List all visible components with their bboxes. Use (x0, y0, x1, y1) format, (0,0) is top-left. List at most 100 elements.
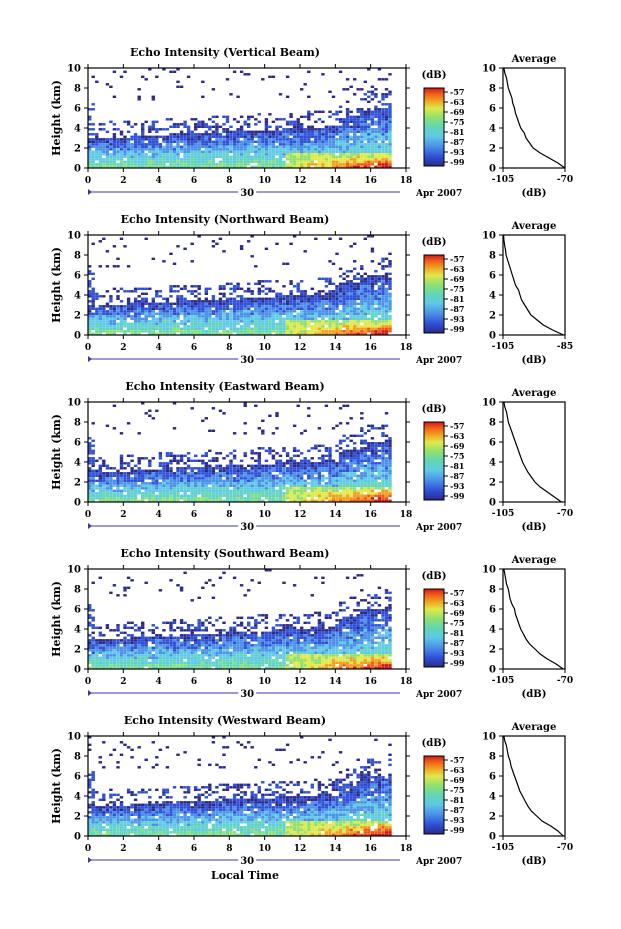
heatmap-cell (321, 317, 325, 320)
heatmap-cell (172, 497, 177, 500)
chart-title: Echo Intensity (Southward Beam) (121, 547, 330, 560)
heatmap-cell (225, 135, 230, 138)
heatmap-cell (190, 487, 194, 490)
heatmap-cell (172, 163, 177, 166)
heatmap-cell (349, 158, 353, 161)
heatmap-cell (176, 285, 180, 288)
heatmap-cell (232, 165, 237, 168)
heatmap-cell (155, 469, 159, 472)
heatmap-cell (360, 499, 364, 502)
heatmap-cell (261, 469, 265, 472)
heatmap-cell (314, 295, 318, 298)
heatmap-cell (183, 150, 187, 153)
heatmap-cell (179, 467, 184, 470)
heatmap-cell (377, 280, 382, 283)
heatmap-cell (342, 472, 346, 475)
heatmap-cell (141, 297, 145, 300)
heatmap-cell (98, 325, 102, 328)
heatmap-cell (353, 115, 357, 118)
heatmap-cell (300, 115, 304, 118)
heatmap-cell (179, 482, 184, 485)
heatmap-cell (374, 295, 378, 298)
heatmap-cell (310, 307, 314, 310)
heatmap-cell (370, 163, 375, 166)
heatmap-cell (342, 487, 346, 490)
heatmap-cell (331, 459, 336, 462)
heatmap-cell (105, 310, 110, 313)
heatmap-cell (229, 302, 233, 305)
heatmap-cell (384, 128, 389, 131)
heatmap-cell (328, 153, 332, 156)
heatmap-cell (239, 330, 244, 333)
heatmap-cell (356, 295, 360, 298)
heatmap-cell (292, 158, 297, 161)
heatmap-cell (374, 110, 378, 113)
heatmap-cell (215, 452, 219, 455)
heatmap-cell (335, 315, 339, 318)
heatmap-cell (384, 439, 389, 442)
heatmap-cell (388, 120, 392, 123)
heatmap-cell (130, 330, 134, 333)
heatmap-cell (179, 312, 184, 315)
heatmap-cell (324, 312, 329, 315)
heatmap-cell (229, 143, 233, 146)
heatmap-cell (222, 285, 226, 288)
heatmap-cell (119, 305, 124, 308)
heatmap-cell (388, 145, 392, 148)
heatmap-cell (328, 300, 332, 303)
y-tick-label: 6 (74, 104, 81, 115)
heatmap-cell (151, 138, 155, 141)
heatmap-cell (374, 120, 378, 123)
heatmap-cell (232, 305, 237, 308)
heatmap-cell (215, 153, 219, 156)
heatmap-cell (353, 467, 357, 470)
heatmap-cell (300, 148, 304, 151)
heatmap-cell (381, 447, 385, 450)
heatmap-cell (303, 429, 307, 432)
heatmap-cell (268, 497, 272, 500)
heatmap-cell (243, 290, 247, 293)
heatmap-cell (384, 130, 389, 133)
heatmap-cell (169, 487, 173, 490)
heatmap-cell (165, 143, 170, 146)
heatmap-cell (328, 302, 332, 305)
heatmap-cell (88, 270, 92, 273)
date-span-marker (88, 356, 92, 362)
heatmap-cell (360, 330, 364, 333)
colorbar-tick-label: -57 (450, 421, 464, 431)
heatmap-cell (345, 330, 350, 333)
heatmap-cell (254, 315, 258, 318)
heatmap-cell (345, 290, 350, 293)
heatmap-cell (289, 148, 293, 151)
heatmap-cell (257, 497, 261, 500)
heatmap-cell (155, 332, 159, 335)
heatmap-cell (102, 474, 106, 477)
y-tick-label: 8 (74, 418, 81, 429)
heatmap-cell (307, 165, 311, 168)
heatmap-cell (88, 452, 92, 455)
heatmap-cell (250, 148, 254, 151)
heatmap-cell (183, 138, 187, 141)
heatmap-cell (363, 285, 367, 288)
heatmap-cell (176, 160, 180, 163)
heatmap-cell (388, 295, 392, 298)
heatmap-cell (384, 479, 389, 482)
heatmap-cell (285, 128, 290, 131)
heatmap-cell (381, 145, 385, 148)
heatmap-cell (116, 482, 120, 485)
heatmap-cell (148, 330, 152, 333)
heatmap-cell (247, 325, 251, 328)
heatmap-cell (88, 128, 92, 131)
heatmap-cell (88, 312, 92, 315)
heatmap-cell (102, 459, 106, 462)
heatmap-cell (360, 145, 364, 148)
heatmap-cell (261, 135, 265, 138)
heatmap-cell (363, 327, 367, 330)
heatmap-cell (377, 113, 382, 116)
heatmap-cell (225, 317, 230, 320)
heatmap-cell (222, 484, 226, 487)
x-tick-label: 16 (364, 343, 377, 353)
heatmap-cell (331, 165, 336, 168)
heatmap-cell (296, 158, 300, 161)
heatmap-cell (349, 130, 353, 133)
